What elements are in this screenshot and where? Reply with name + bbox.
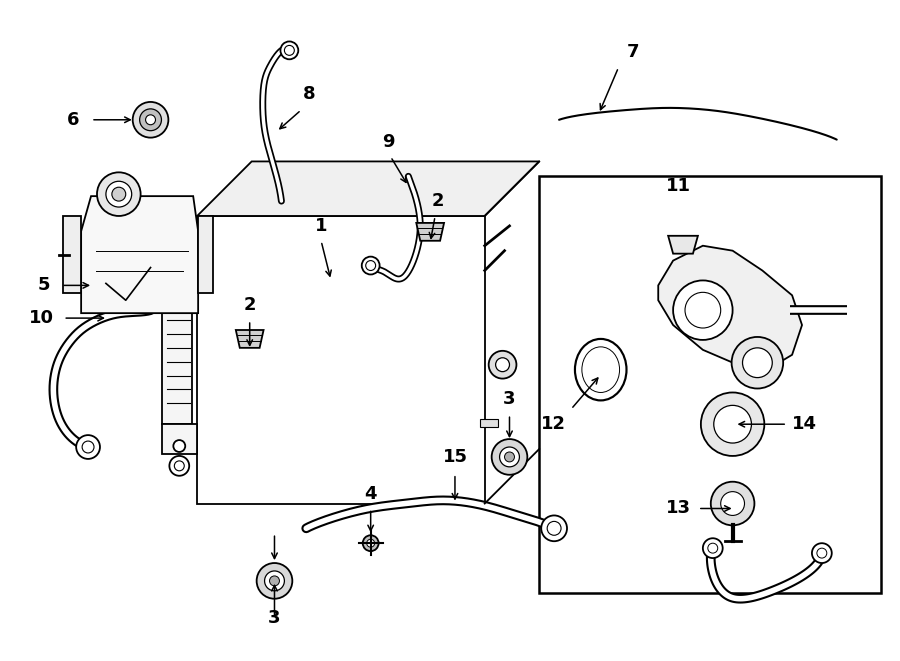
Circle shape <box>366 539 374 547</box>
Circle shape <box>112 187 126 201</box>
Circle shape <box>721 492 744 516</box>
Circle shape <box>281 42 298 59</box>
Text: 10: 10 <box>29 309 54 327</box>
Text: 14: 14 <box>791 415 816 433</box>
Circle shape <box>269 576 279 586</box>
Text: 8: 8 <box>303 85 316 103</box>
Text: 12: 12 <box>541 415 565 433</box>
Circle shape <box>256 563 292 599</box>
Bar <box>198 216 213 293</box>
Circle shape <box>106 181 131 207</box>
Circle shape <box>76 435 100 459</box>
Circle shape <box>673 280 733 340</box>
Polygon shape <box>197 161 539 216</box>
Polygon shape <box>417 223 444 241</box>
Text: 3: 3 <box>268 609 281 627</box>
Text: 2: 2 <box>243 296 256 314</box>
Circle shape <box>132 102 168 137</box>
Polygon shape <box>658 246 802 369</box>
Text: 7: 7 <box>627 44 640 61</box>
Circle shape <box>496 358 509 371</box>
Text: 6: 6 <box>67 111 79 129</box>
Circle shape <box>500 447 519 467</box>
Circle shape <box>812 543 832 563</box>
Text: 5: 5 <box>37 276 50 294</box>
Bar <box>162 424 197 454</box>
Polygon shape <box>236 330 264 348</box>
Circle shape <box>140 109 161 131</box>
Bar <box>162 236 197 266</box>
Text: 9: 9 <box>382 133 395 151</box>
Circle shape <box>363 535 379 551</box>
Circle shape <box>146 115 156 125</box>
Bar <box>480 419 498 427</box>
Circle shape <box>541 516 567 541</box>
Circle shape <box>169 456 189 476</box>
Bar <box>162 270 193 424</box>
Text: 3: 3 <box>503 391 516 408</box>
Circle shape <box>489 351 517 379</box>
Circle shape <box>711 482 754 525</box>
Text: 13: 13 <box>666 500 690 518</box>
Circle shape <box>97 173 140 216</box>
Text: 1: 1 <box>315 217 328 235</box>
Circle shape <box>714 405 752 443</box>
Text: 2: 2 <box>432 192 445 210</box>
Bar <box>539 176 881 593</box>
Circle shape <box>701 393 764 456</box>
Polygon shape <box>81 196 198 313</box>
Polygon shape <box>668 236 698 254</box>
Text: 11: 11 <box>666 177 690 195</box>
Circle shape <box>703 538 723 558</box>
Text: 4: 4 <box>364 485 377 502</box>
Bar <box>63 216 81 293</box>
Circle shape <box>265 571 284 591</box>
Polygon shape <box>197 216 485 504</box>
Circle shape <box>732 337 783 389</box>
Circle shape <box>505 452 515 462</box>
Circle shape <box>362 256 380 274</box>
Text: 15: 15 <box>443 448 467 466</box>
Circle shape <box>174 440 185 452</box>
Circle shape <box>491 439 527 475</box>
Circle shape <box>742 348 772 377</box>
